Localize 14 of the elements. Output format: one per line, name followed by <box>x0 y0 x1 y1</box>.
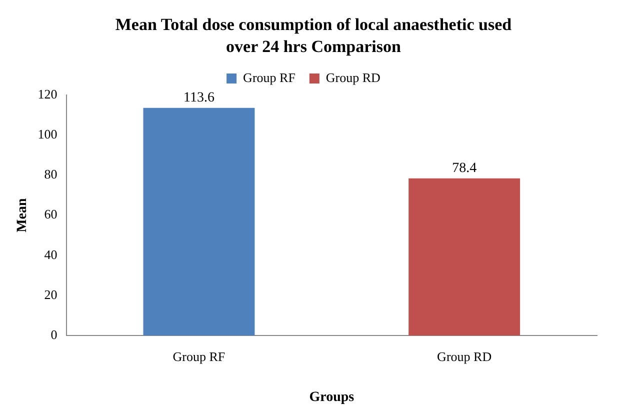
chart-title: Mean Total dose consumption of local anaesthetic used over 24 hrs Comparison <box>114 14 513 58</box>
y-axis-title: Mean <box>15 198 30 232</box>
y-tick-label: 100 <box>38 126 58 142</box>
data-label: 78.4 <box>452 161 477 176</box>
y-tick-label: 0 <box>50 327 58 342</box>
data-label: 113.6 <box>183 90 214 106</box>
legend-label: Group RF <box>243 70 296 85</box>
legend-label: Group RD <box>326 70 380 85</box>
y-tick-label: 60 <box>44 206 58 222</box>
y-tick-label: 80 <box>44 166 58 182</box>
y-tick-label: 20 <box>44 286 58 302</box>
y-tick-label: 120 <box>38 86 58 102</box>
y-tick-label: 40 <box>44 246 58 262</box>
x-axis-title: Groups <box>309 390 355 406</box>
